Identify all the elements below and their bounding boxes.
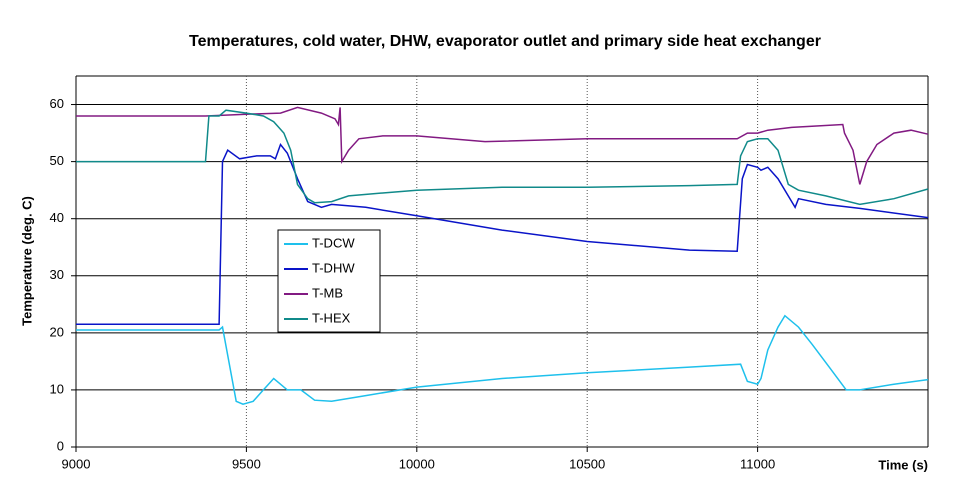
x-tick-label: 10500 bbox=[569, 456, 605, 471]
x-tick-label: 10000 bbox=[399, 456, 435, 471]
legend-label: T-DCW bbox=[312, 235, 355, 250]
series-line bbox=[76, 106, 929, 185]
legend-label: T-DHW bbox=[312, 260, 355, 275]
legend-box bbox=[277, 229, 381, 333]
y-tick-label: 0 bbox=[57, 438, 64, 453]
x-axis-label: Time (s) bbox=[878, 457, 928, 472]
x-tick-label: 11000 bbox=[740, 456, 775, 471]
chart-title: Temperatures, cold water, DHW, evaporato… bbox=[189, 33, 821, 50]
y-tick-label: 60 bbox=[50, 96, 64, 111]
y-tick-label: 50 bbox=[50, 153, 64, 168]
legend-label: T-MB bbox=[312, 285, 343, 300]
x-tick-label: 9500 bbox=[232, 456, 261, 471]
legend-label: T-HEX bbox=[312, 310, 351, 325]
y-tick-label: 10 bbox=[50, 381, 64, 396]
x-tick-label: 9000 bbox=[62, 456, 91, 471]
series-line bbox=[76, 142, 929, 326]
series-line bbox=[76, 109, 929, 206]
y-tick-label: 20 bbox=[50, 324, 64, 339]
series-line bbox=[76, 314, 929, 405]
y-tick-label: 30 bbox=[50, 267, 64, 282]
y-tick-label: 40 bbox=[50, 210, 64, 225]
y-axis-label: Temperature (deg. C) bbox=[19, 196, 34, 326]
